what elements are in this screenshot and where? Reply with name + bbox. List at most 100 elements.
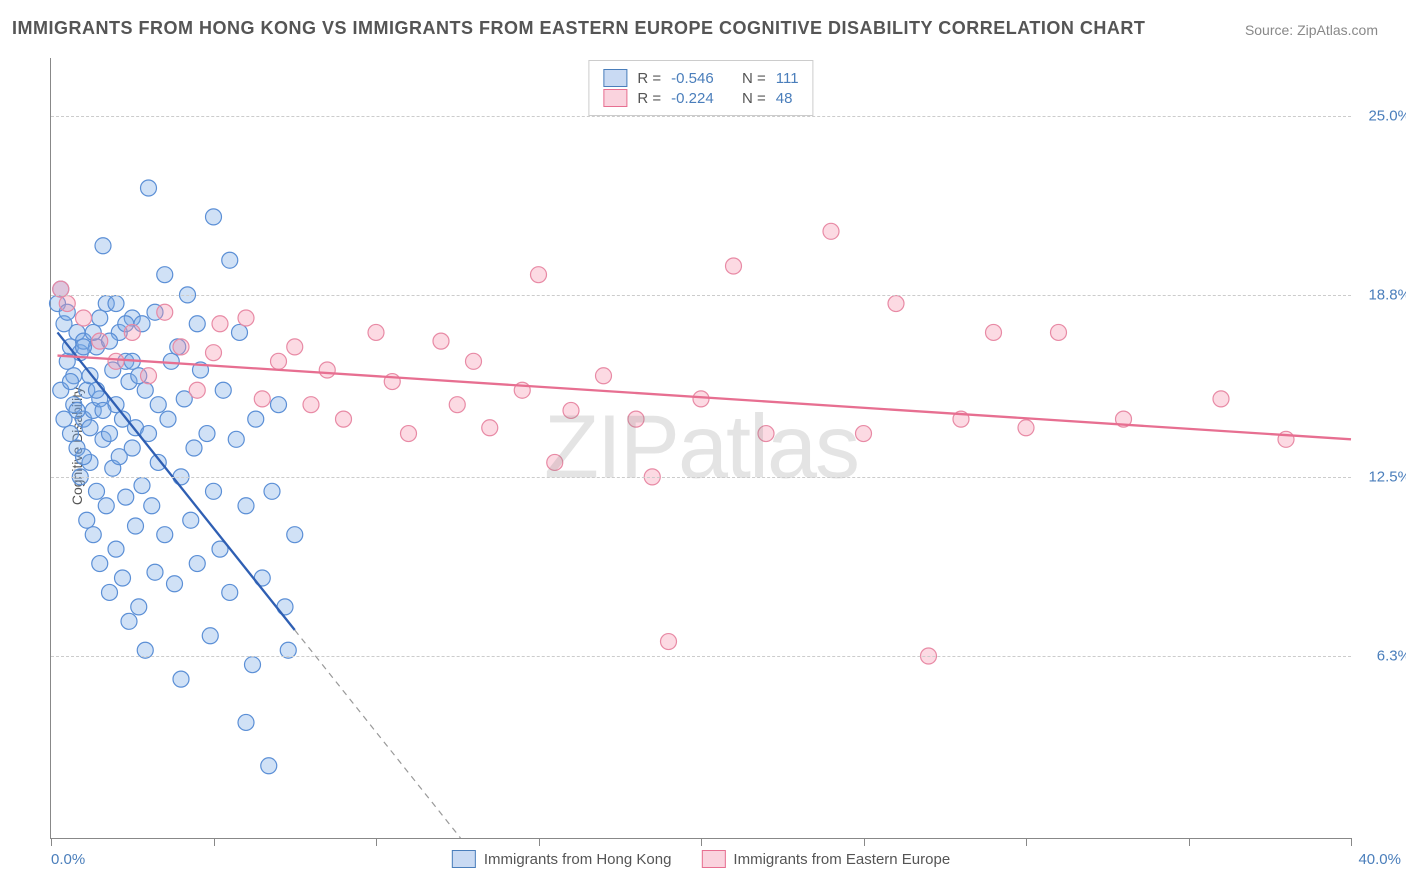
- data-point: [888, 296, 904, 312]
- data-point: [108, 296, 124, 312]
- x-tick: [214, 838, 215, 846]
- data-point: [163, 353, 179, 369]
- data-point: [92, 310, 108, 326]
- x-tick: [539, 838, 540, 846]
- data-point: [222, 584, 238, 600]
- data-point: [69, 402, 85, 418]
- legend-item-pink: Immigrants from Eastern Europe: [701, 850, 950, 868]
- source-link[interactable]: ZipAtlas.com: [1297, 22, 1378, 38]
- data-point: [63, 374, 79, 390]
- x-tick: [1189, 838, 1190, 846]
- data-point: [92, 333, 108, 349]
- data-point: [85, 527, 101, 543]
- data-point: [157, 267, 173, 283]
- data-point: [63, 426, 79, 442]
- n-value-pink: 48: [776, 90, 793, 107]
- n-value-blue: 111: [776, 70, 799, 87]
- data-point: [76, 449, 92, 465]
- data-point: [95, 238, 111, 254]
- data-point: [141, 180, 157, 196]
- data-point: [596, 368, 612, 384]
- y-tick-label: 18.8%: [1361, 286, 1406, 303]
- series-legend: Immigrants from Hong Kong Immigrants fro…: [452, 850, 950, 868]
- gridline-h: [51, 656, 1351, 657]
- r-value-blue: -0.546: [671, 70, 714, 87]
- data-point: [206, 209, 222, 225]
- data-point: [202, 628, 218, 644]
- legend-row-blue: R = -0.546 N = 111: [603, 69, 798, 87]
- trend-line: [58, 356, 1352, 440]
- data-point: [76, 310, 92, 326]
- data-point: [319, 362, 335, 378]
- legend-row-pink: R = -0.224 N = 48: [603, 89, 798, 107]
- x-origin-label: 0.0%: [51, 851, 85, 868]
- data-point: [92, 556, 108, 572]
- data-point: [206, 345, 222, 361]
- data-point: [661, 634, 677, 650]
- gridline-h: [51, 295, 1351, 296]
- data-point: [189, 316, 205, 332]
- data-point: [823, 223, 839, 239]
- data-point: [758, 426, 774, 442]
- data-point: [238, 498, 254, 514]
- data-point: [238, 310, 254, 326]
- data-point: [141, 368, 157, 384]
- legend-item-blue: Immigrants from Hong Kong: [452, 850, 672, 868]
- data-point: [271, 397, 287, 413]
- data-point: [157, 527, 173, 543]
- data-point: [287, 339, 303, 355]
- data-point: [287, 527, 303, 543]
- y-tick-label: 12.5%: [1361, 468, 1406, 485]
- data-point: [118, 489, 134, 505]
- swatch-pink-icon: [603, 89, 627, 107]
- data-point: [726, 258, 742, 274]
- data-point: [189, 556, 205, 572]
- x-tick: [51, 838, 52, 846]
- data-point: [986, 324, 1002, 340]
- data-point: [124, 324, 140, 340]
- data-point: [228, 431, 244, 447]
- correlation-legend: R = -0.546 N = 111 R = -0.224 N = 48: [588, 60, 813, 116]
- data-point: [183, 512, 199, 528]
- legend-label-blue: Immigrants from Hong Kong: [484, 851, 672, 868]
- n-label: N =: [742, 70, 766, 87]
- data-point: [121, 613, 137, 629]
- r-label: R =: [637, 90, 661, 107]
- data-point: [199, 426, 215, 442]
- data-point: [264, 483, 280, 499]
- data-point: [98, 498, 114, 514]
- data-point: [238, 714, 254, 730]
- swatch-blue-icon: [603, 69, 627, 87]
- data-point: [401, 426, 417, 442]
- data-point: [547, 454, 563, 470]
- data-point: [482, 420, 498, 436]
- data-point: [150, 397, 166, 413]
- x-max-label: 40.0%: [1358, 851, 1401, 868]
- x-tick: [864, 838, 865, 846]
- data-point: [173, 339, 189, 355]
- x-tick: [376, 838, 377, 846]
- source-attribution: Source: ZipAtlas.com: [1245, 22, 1378, 38]
- data-point: [248, 411, 264, 427]
- y-tick-label: 25.0%: [1361, 107, 1406, 124]
- data-point: [563, 402, 579, 418]
- data-point: [134, 478, 150, 494]
- data-point: [245, 657, 261, 673]
- data-point: [115, 570, 131, 586]
- data-point: [124, 440, 140, 456]
- chart-title: IMMIGRANTS FROM HONG KONG VS IMMIGRANTS …: [12, 18, 1145, 39]
- data-point: [222, 252, 238, 268]
- data-point: [95, 402, 111, 418]
- data-point: [215, 382, 231, 398]
- data-point: [303, 397, 319, 413]
- data-point: [147, 564, 163, 580]
- data-point: [76, 339, 92, 355]
- data-point: [144, 498, 160, 514]
- data-point: [1213, 391, 1229, 407]
- data-point: [108, 353, 124, 369]
- data-point: [150, 454, 166, 470]
- data-point: [531, 267, 547, 283]
- data-point: [856, 426, 872, 442]
- data-point: [173, 671, 189, 687]
- n-label: N =: [742, 90, 766, 107]
